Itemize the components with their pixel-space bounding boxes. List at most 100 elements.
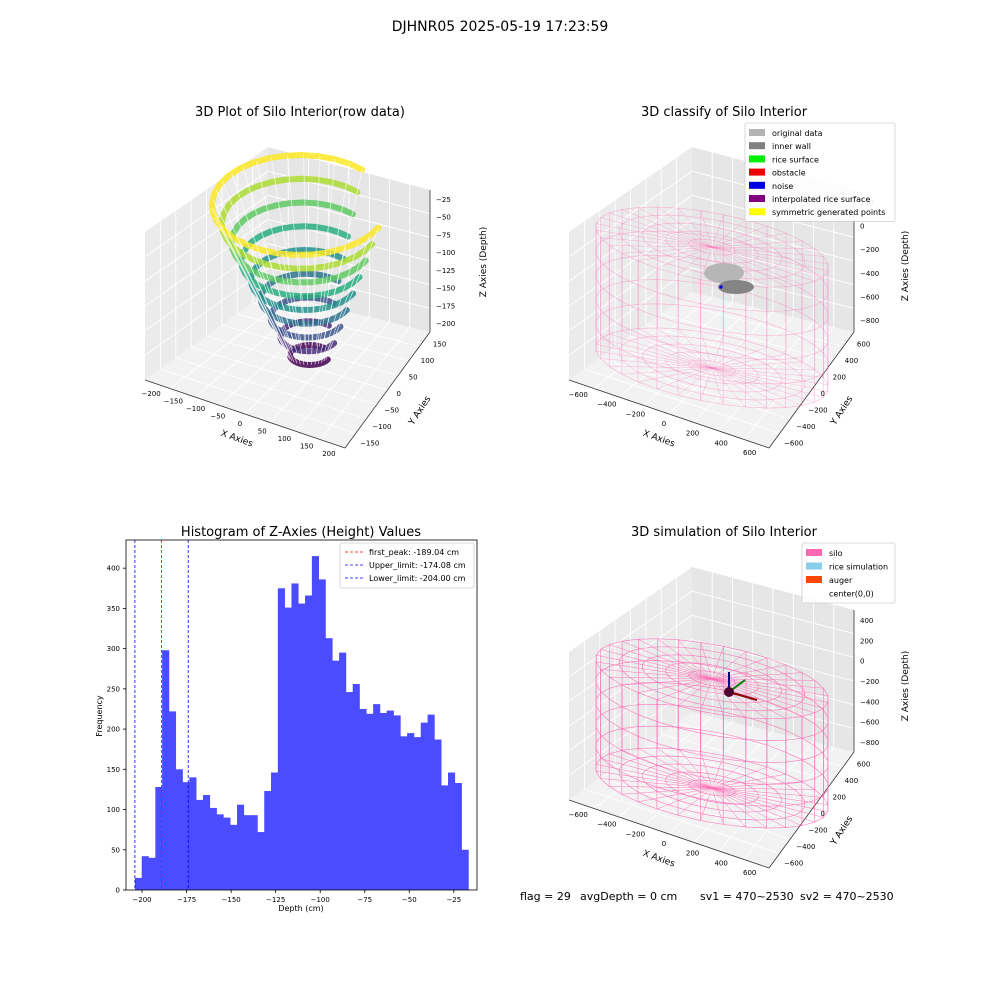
silo-spoke: [638, 207, 713, 248]
silo-ring: [665, 230, 759, 264]
silo-spoke: [637, 787, 713, 803]
gridline: [661, 733, 833, 782]
silo-spoke: [656, 246, 713, 269]
surface-streak: [286, 155, 306, 346]
classify-3d-ylabel: Y Axies: [829, 394, 856, 428]
x-tick-label: 100: [278, 435, 291, 443]
histogram-bar: [407, 733, 415, 890]
y-tick-label: −150: [360, 440, 379, 448]
z-tick-label: −600: [860, 719, 879, 727]
surface-streak: [312, 156, 321, 346]
silo-spoke: [622, 330, 713, 369]
silo-ring: [595, 327, 829, 409]
silo-spoke: [711, 787, 815, 823]
simulation-3d-plot: 3D simulation of Silo Interior −600 −400 −…: [569, 525, 911, 877]
surface-streak: [318, 163, 351, 347]
x-axis-line: [144, 379, 346, 449]
silo-ring: [618, 335, 806, 401]
surface-streak: [323, 235, 371, 362]
x-tick-label: −200: [626, 410, 645, 418]
silo-spoke: [677, 367, 713, 396]
histogram-bar: [250, 815, 258, 890]
legend-swatch: [749, 195, 765, 202]
legend-label: obstacle: [772, 169, 806, 178]
z-tick-label: −50: [436, 214, 451, 222]
surface-streak: [320, 242, 359, 363]
gridline: [144, 267, 269, 356]
gridline: [144, 170, 269, 258]
silo-spoke: [621, 246, 713, 254]
histogram-bar: [277, 588, 285, 890]
histogram-bar: [168, 711, 177, 890]
histogram-frame: [125, 539, 478, 891]
surface-band: [286, 341, 331, 368]
legend-frame: [744, 122, 896, 222]
silo-spoke: [700, 367, 713, 401]
silo-spoke: [711, 367, 746, 408]
silo-spoke: [711, 678, 767, 720]
silo-spoke: [596, 230, 713, 248]
silo-spoke: [711, 787, 767, 829]
silo-spoke: [621, 367, 713, 375]
y-tick-label: −600: [784, 860, 803, 868]
z-tick-label: −75: [436, 231, 451, 239]
legend-label: auger: [829, 576, 853, 585]
silo-spoke: [711, 246, 802, 285]
silo-ring: [688, 238, 736, 256]
x-tick-label: −200: [141, 390, 160, 398]
z-tick-label: −125: [436, 267, 455, 275]
histogram-bar: [332, 660, 340, 890]
classify-3d-title: 3D classify of Silo Interior: [641, 105, 808, 120]
silo-spoke: [711, 787, 824, 798]
simulation-legend: silo rice simulation auger center(0,0): [801, 542, 896, 604]
noise-point: [719, 285, 723, 289]
silo-spoke: [711, 246, 828, 265]
silo-spoke: [609, 676, 713, 680]
histogram-bar: [182, 782, 190, 890]
histogram-bar: [379, 712, 388, 890]
silo-spoke: [600, 217, 713, 248]
x-tick-label: −100: [311, 896, 330, 904]
silo-spoke: [711, 219, 747, 248]
silo-spoke: [711, 367, 824, 398]
z-tick-label: −150: [436, 285, 455, 293]
y-tick-label: 0: [397, 390, 401, 398]
x-axis-line: [568, 379, 770, 449]
y-axis-line: [344, 331, 431, 449]
x-tick-label: −600: [569, 811, 588, 819]
gridline: [568, 219, 693, 307]
surface-streak: [242, 166, 296, 348]
silo-spoke: [711, 367, 828, 386]
silo-spoke: [711, 678, 724, 716]
classify-3d-zlabel: Z Axies (Depth): [901, 231, 911, 302]
surface-streak: [222, 181, 291, 351]
silo-spoke: [711, 367, 724, 405]
silo-spoke: [638, 328, 713, 369]
gridline: [568, 614, 693, 702]
silo-spoke: [700, 642, 713, 679]
silo-spoke: [711, 367, 815, 370]
legend-swatch: [806, 589, 822, 597]
silo-spoke: [711, 246, 824, 277]
silo-spoke: [657, 638, 713, 680]
surface-streak: [214, 217, 289, 358]
silo-spoke: [711, 773, 787, 789]
x-tick-label: −150: [222, 896, 241, 904]
y-tick-label: 150: [107, 766, 120, 774]
y-tick-label: 0: [821, 810, 825, 818]
silo-ring: [595, 206, 829, 288]
histogram-bar: [305, 595, 313, 890]
histogram-bar: [148, 857, 156, 890]
y-tick-label: 300: [107, 645, 120, 653]
legend-swatch: [749, 208, 765, 216]
silo-spoke: [711, 766, 768, 789]
gridline: [568, 194, 693, 282]
histogram-xlabel: Depth (cm): [278, 904, 323, 913]
legend-label: original data: [772, 129, 823, 138]
surface-streak: [215, 189, 290, 353]
x-tick-label: −400: [597, 821, 616, 829]
x-tick-label: −400: [597, 401, 616, 409]
x-tick-label: −25: [446, 896, 461, 904]
simulation-3d-zlabel: Z Axies (Depth): [901, 651, 911, 722]
